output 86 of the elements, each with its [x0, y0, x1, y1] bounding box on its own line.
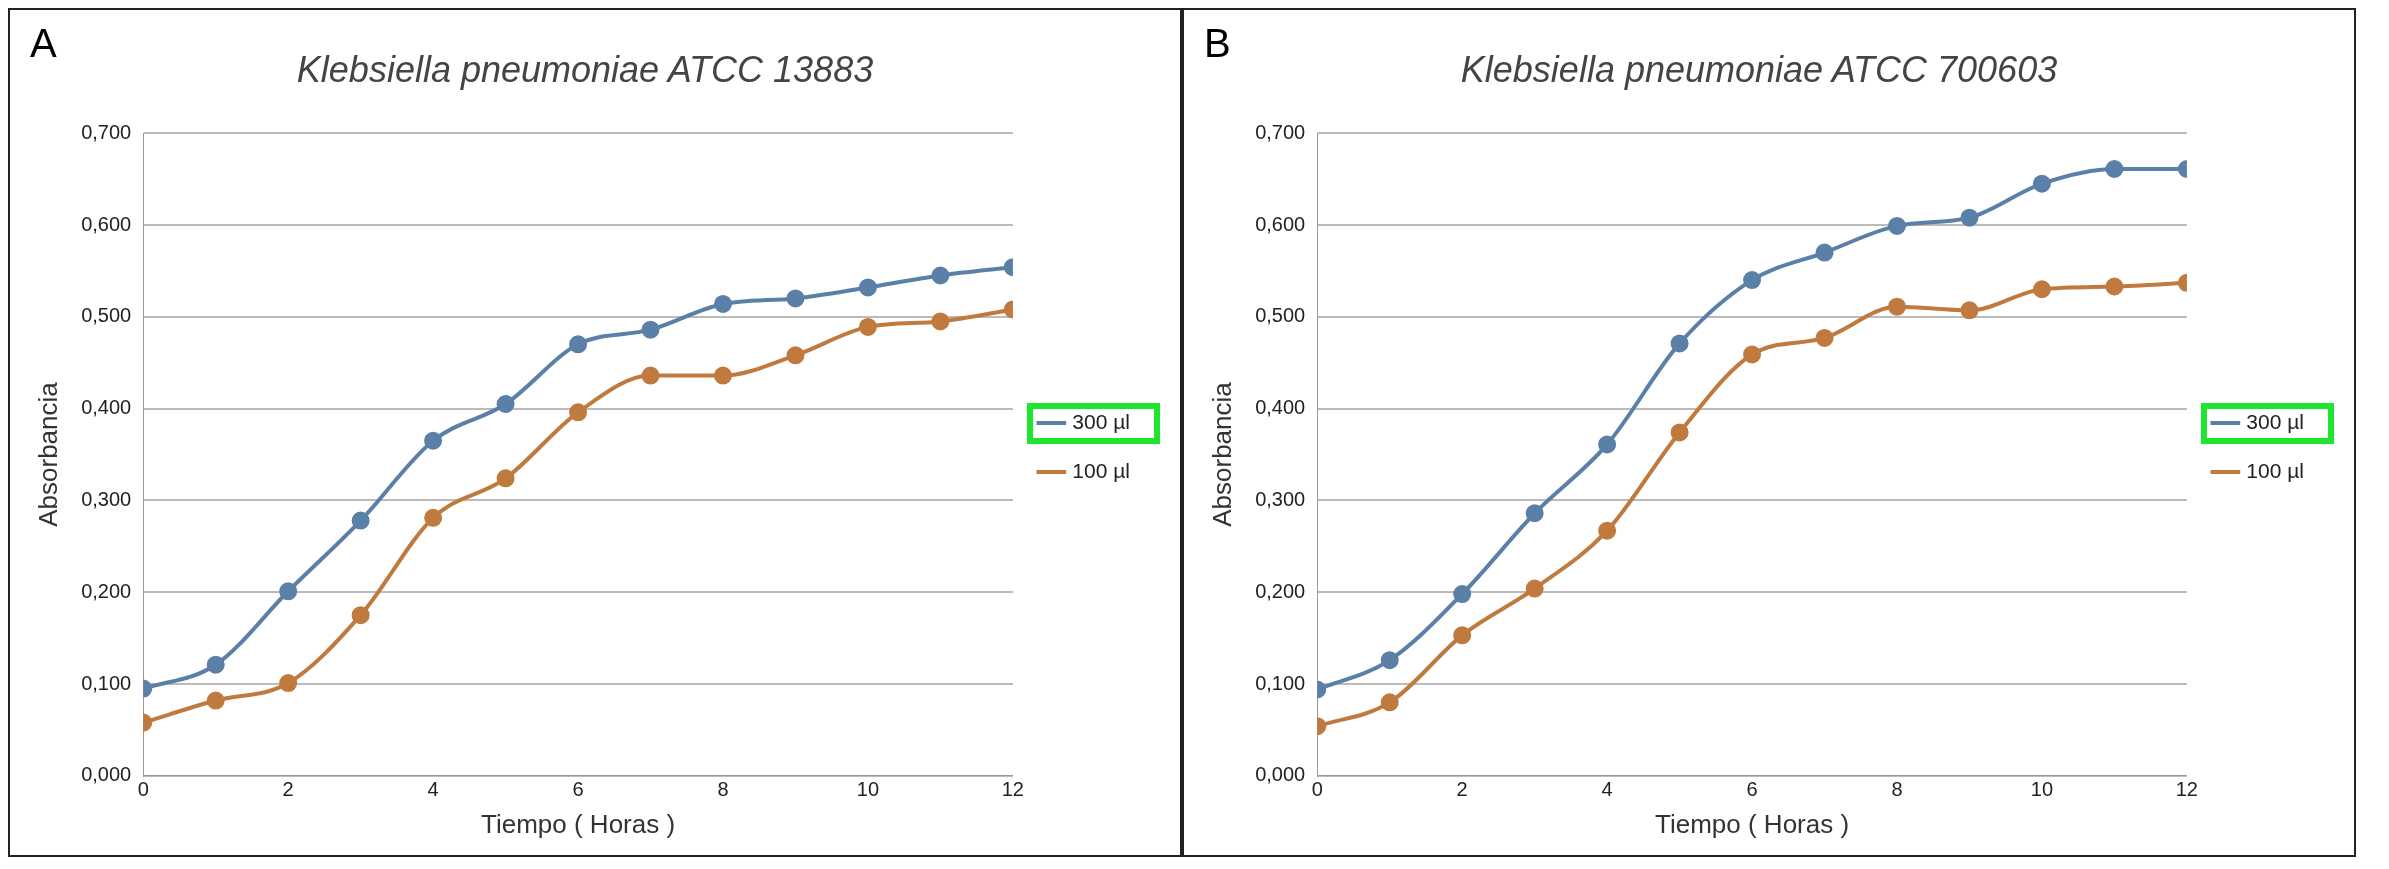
point: [931, 266, 950, 285]
chart-title: Klebsiella pneumoniae ATCC 13883: [296, 48, 874, 90]
y-tick-label: 0,700: [1255, 120, 1306, 143]
point: [351, 606, 370, 625]
point: [424, 508, 443, 527]
point: [279, 582, 298, 601]
x-tick-label: 6: [572, 778, 584, 801]
point: [1453, 626, 1472, 645]
point: [1380, 651, 1399, 670]
y-tick-label: 0,000: [1255, 763, 1306, 786]
y-tick-label: 0,600: [1255, 212, 1306, 235]
x-axis-title: Tiempo ( Horas ): [1655, 808, 1850, 839]
point: [2032, 174, 2051, 193]
point: [569, 403, 588, 422]
x-tick-label: 4: [1601, 778, 1613, 801]
point: [1525, 504, 1544, 523]
y-tick-label: 0,200: [81, 579, 132, 602]
y-tick-label: 0,200: [1255, 579, 1306, 602]
x-axis-title: Tiempo ( Horas ): [481, 808, 676, 839]
point: [1815, 328, 1834, 347]
x-tick-label: 2: [282, 778, 294, 801]
point: [1887, 297, 1906, 316]
y-tick-label: 0,700: [81, 120, 132, 143]
y-tick-label: 0,400: [1255, 396, 1306, 419]
point: [569, 335, 588, 354]
y-tick-label: 0,300: [1255, 487, 1306, 510]
legend-label: 300 µl: [1072, 409, 1130, 433]
text: B: [1204, 21, 1231, 66]
point: [641, 366, 660, 385]
point: [496, 469, 515, 488]
point: [424, 431, 443, 450]
x-tick-label: 8: [717, 778, 729, 801]
point: [641, 320, 660, 339]
y-axis-title: Absorbancia: [32, 381, 63, 527]
y-tick-label: 0,100: [1255, 671, 1306, 694]
point: [1670, 423, 1689, 442]
point: [1960, 208, 1979, 227]
point: [1453, 585, 1472, 604]
point: [496, 395, 515, 414]
x-tick-label: 12: [1001, 778, 1024, 801]
point: [206, 691, 225, 710]
x-tick-label: 4: [427, 778, 439, 801]
point: [1598, 521, 1617, 540]
point: [206, 655, 225, 674]
point: [786, 346, 805, 365]
y-tick-label: 0,300: [81, 487, 132, 510]
point: [2105, 277, 2124, 296]
point: [1960, 301, 1979, 320]
point: [2105, 160, 2124, 178]
point: [1887, 216, 1906, 235]
point: [1743, 345, 1762, 364]
x-tick-label: 12: [2175, 778, 2198, 801]
x-tick-label: 10: [856, 778, 880, 801]
point: [713, 294, 732, 313]
point: [1743, 271, 1762, 290]
x-tick-label: 6: [1746, 778, 1758, 801]
x-tick-label: 8: [1891, 778, 1903, 801]
point: [858, 278, 877, 297]
point: [1598, 435, 1617, 454]
y-tick-label: 0,600: [81, 212, 132, 235]
y-tick-label: 0,500: [1255, 304, 1306, 327]
text: A: [30, 21, 57, 66]
x-tick-label: 10: [2030, 778, 2054, 801]
point: [1670, 334, 1689, 353]
y-tick-label: 0,000: [81, 763, 132, 786]
point: [858, 317, 877, 336]
point: [1815, 243, 1834, 262]
x-tick-label: 2: [1456, 778, 1468, 801]
x-tick-label: 0: [1311, 778, 1323, 801]
y-axis-title: Absorbancia: [1206, 381, 1237, 527]
point: [351, 511, 370, 530]
point: [931, 312, 950, 331]
legend-label: 100 µl: [2246, 458, 2304, 482]
point: [713, 366, 732, 385]
x-tick-label: 0: [137, 778, 149, 801]
y-tick-label: 0,100: [81, 671, 132, 694]
legend-label: 100 µl: [1072, 458, 1130, 482]
chart-title: Klebsiella pneumoniae ATCC 700603: [1460, 48, 2058, 90]
legend-label: 300 µl: [2246, 409, 2304, 433]
point: [1380, 693, 1399, 712]
point: [279, 674, 298, 693]
point: [1525, 579, 1544, 598]
y-tick-label: 0,500: [81, 304, 132, 327]
point: [2032, 280, 2051, 299]
point: [786, 289, 805, 308]
y-tick-label: 0,400: [81, 396, 132, 419]
